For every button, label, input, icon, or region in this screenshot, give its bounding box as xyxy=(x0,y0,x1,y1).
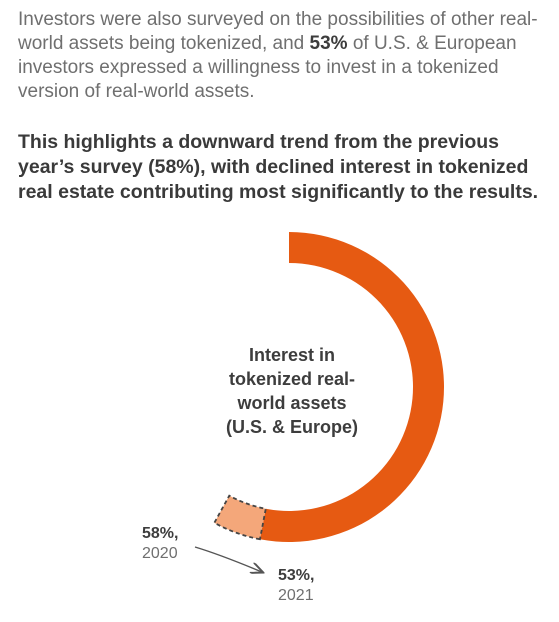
intro-text-1: Investors were also surveyed on the poss… xyxy=(18,9,538,54)
arc-2021 xyxy=(259,232,444,542)
label-2020-year: 2020 xyxy=(142,545,178,562)
center-label: Interest in tokenized real- world assets… xyxy=(226,345,358,437)
label-2021-value: 53%, xyxy=(278,567,314,584)
center-label-line-2: tokenized real- xyxy=(229,369,355,389)
arc-difference-2020 xyxy=(213,494,267,541)
label-2020-value: 58%, xyxy=(142,525,178,542)
intro-text-2: of U.S. & European investors expressed a… xyxy=(18,33,517,102)
intro-emphasis: 53% xyxy=(309,33,348,54)
label-2020: 58%, 2020 xyxy=(142,525,178,562)
label-2021: 53%, 2021 xyxy=(278,567,314,604)
center-label-line-1: Interest in xyxy=(249,345,335,365)
arrow-2020-to-2021 xyxy=(194,546,262,572)
center-label-line-4: (U.S. & Europe) xyxy=(226,417,358,437)
label-2021-year: 2021 xyxy=(278,587,314,604)
highlight-paragraph: This highlights a downward trend from th… xyxy=(18,131,539,203)
intro-paragraph: Investors were also surveyed on the poss… xyxy=(18,8,548,104)
center-label-line-3: world assets xyxy=(236,393,346,413)
